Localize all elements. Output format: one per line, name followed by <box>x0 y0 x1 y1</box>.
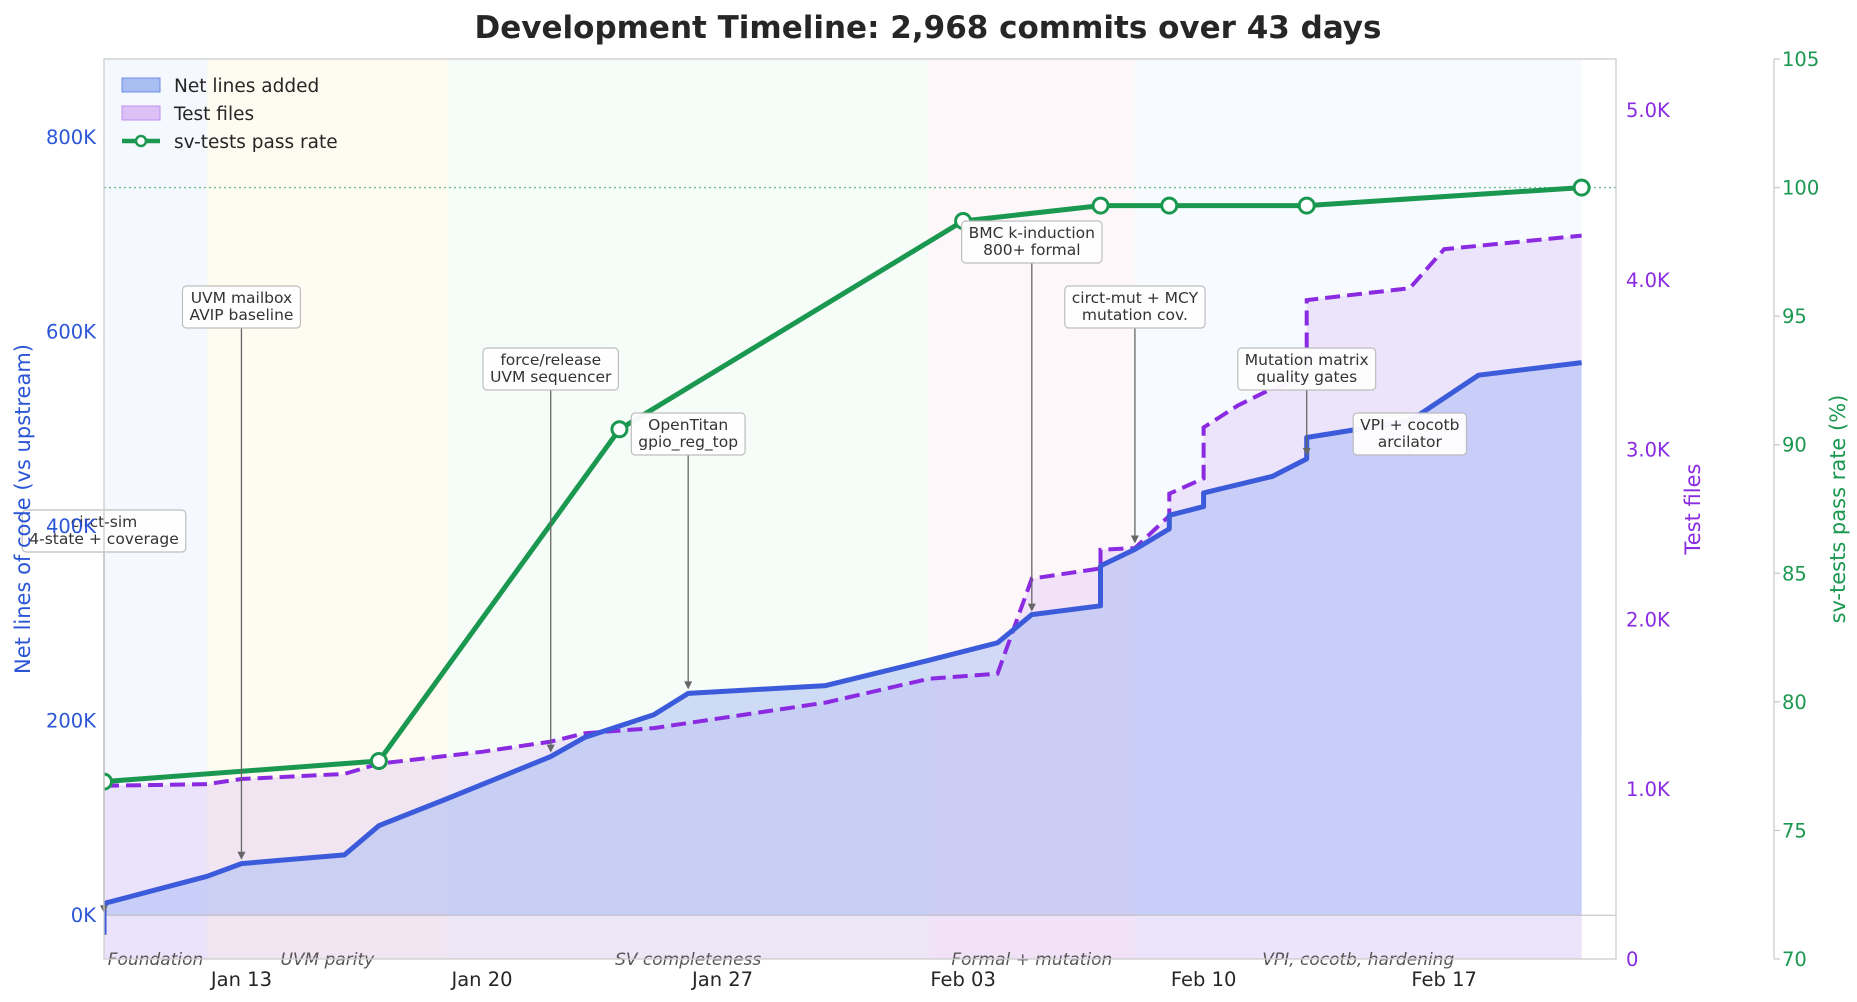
plot-frame <box>103 58 1617 960</box>
right2-tick-label-6: 100 <box>1782 177 1819 200</box>
right2-tick-label-4: 90 <box>1782 434 1807 457</box>
right2-tick-label-7: 105 <box>1782 48 1819 71</box>
annotation-text-1-0: UVM mailbox <box>191 289 292 307</box>
annotation-arrowhead-2 <box>546 744 555 753</box>
x-tick-label-0: Jan 13 <box>209 968 272 991</box>
right1-tick-label-5: 5.0K <box>1626 99 1671 122</box>
right1-tick-label-1: 1.0K <box>1626 778 1671 801</box>
left-axis-label: Net lines of code (vs upstream) <box>11 344 35 674</box>
pass-rate-point-1 <box>369 752 388 770</box>
annotation-text-3-0: OpenTitan <box>648 416 728 434</box>
right2-tick-label-2: 80 <box>1782 691 1807 714</box>
legend-swatch-test-files <box>121 105 161 121</box>
annotation-text-7-1: arcilator <box>1378 433 1443 451</box>
right2-tick-label-0: 70 <box>1782 948 1807 971</box>
pass-rate-point-6 <box>1297 196 1316 215</box>
annotation-box-2 <box>482 347 619 391</box>
annotation-text-5-0: circt-mut + MCY <box>1072 289 1199 307</box>
annotation-arrowhead-5 <box>1130 535 1139 544</box>
left-tick-label-3: 600K <box>46 320 97 343</box>
annotation-box-4 <box>961 220 1103 264</box>
net-lines-area <box>104 362 1582 935</box>
right2-axis-label: sv-tests pass rate (%) <box>1826 395 1850 624</box>
annotation-text-1-1: AVIP baseline <box>189 306 293 324</box>
net-lines-line <box>104 360 1582 935</box>
x-tick-label-5: Feb 17 <box>1411 968 1477 991</box>
chart-title: Development Timeline: 2,968 commits over… <box>475 10 1382 46</box>
left-tick-label-0: 0K <box>71 904 97 927</box>
axes: Foundation UVM parity SV completeness Forma… <box>11 48 1850 991</box>
pass-rate-line <box>104 185 1582 785</box>
area-layer <box>104 235 1616 959</box>
legend: Net lines added Test files sv-tests pass r… <box>121 76 338 153</box>
annotation-box-7 <box>1352 412 1468 456</box>
annotation-text-3-1: gpio_reg_top <box>638 433 738 452</box>
pass-rate-point-4 <box>1091 196 1110 215</box>
pass-rate-point-2 <box>610 420 629 439</box>
x-tick-label-2: Jan 27 <box>690 968 753 991</box>
legend-swatch-net-lines <box>121 77 161 93</box>
annotation-text-2-1: UVM sequencer <box>490 368 612 386</box>
right1-tick-label-4: 4.0K <box>1626 269 1671 292</box>
annotation-text-7-0: VPI + cocotb <box>1360 416 1459 434</box>
right1-tick-label-0: 0 <box>1626 948 1638 971</box>
x-tick-label-3: Feb 03 <box>930 968 996 991</box>
pass-rate-point-7 <box>1572 178 1591 197</box>
phase-band-1 <box>207 59 448 959</box>
pass-rate-point-0 <box>104 772 113 791</box>
phase-label-0: Foundation <box>108 950 204 970</box>
legend-marker-pass-rate <box>134 134 148 148</box>
right2-tick-label-5: 95 <box>1782 305 1807 328</box>
annotation-arrowhead-6 <box>1302 447 1311 456</box>
annotation-text-4-1: 800+ formal <box>983 241 1080 259</box>
right1-tick-label-3: 3.0K <box>1626 439 1671 462</box>
annotation-text-6-1: quality gates <box>1256 368 1357 386</box>
phase-label-4: VPI, cocotb, hardening <box>1262 950 1454 970</box>
legend-label-net-lines: Net lines added <box>174 76 319 97</box>
annotation-box-5 <box>1064 285 1206 329</box>
left-tick-label-2: 400K <box>46 515 97 538</box>
phase-label-2: SV completeness <box>615 950 761 970</box>
left-tick-label-1: 200K <box>46 710 97 733</box>
annotation-arrowhead-1 <box>237 851 246 860</box>
annotation-arrowhead-4 <box>1027 603 1036 612</box>
annotation-text-2-0: force/release <box>500 351 601 369</box>
annotation-arrowhead-3 <box>684 681 693 690</box>
test-files-line <box>104 233 1582 788</box>
annotation-box-1 <box>181 285 302 329</box>
phase-band-0 <box>104 59 208 959</box>
phase-label-1: UVM parity <box>280 950 375 970</box>
annotation-text-5-1: mutation cov. <box>1082 306 1188 324</box>
annotation-box-6 <box>1237 347 1377 391</box>
right2-tick-label-3: 85 <box>1782 562 1807 585</box>
annotation-box-3 <box>630 412 746 456</box>
annotation-text-4-0: BMC k-induction <box>969 224 1095 242</box>
legend-label-pass-rate: sv-tests pass rate <box>174 132 338 153</box>
right1-axis-label: Test files <box>1681 464 1705 556</box>
phase-label-3: Formal + mutation <box>951 950 1112 970</box>
phase-band-4 <box>1134 59 1582 959</box>
legend-label-test-files: Test files <box>173 104 254 125</box>
left-tick-label-4: 800K <box>46 126 97 149</box>
series-lines <box>104 178 1616 935</box>
pass-rate-point-5 <box>1160 196 1179 215</box>
test-files-area <box>104 235 1582 959</box>
right1-tick-label-2: 2.0K <box>1626 608 1671 631</box>
x-tick-label-4: Feb 10 <box>1171 968 1237 991</box>
annotation-text-6-0: Mutation matrix <box>1245 351 1369 369</box>
x-tick-label-1: Jan 20 <box>449 968 512 991</box>
right2-tick-label-1: 75 <box>1782 819 1807 842</box>
